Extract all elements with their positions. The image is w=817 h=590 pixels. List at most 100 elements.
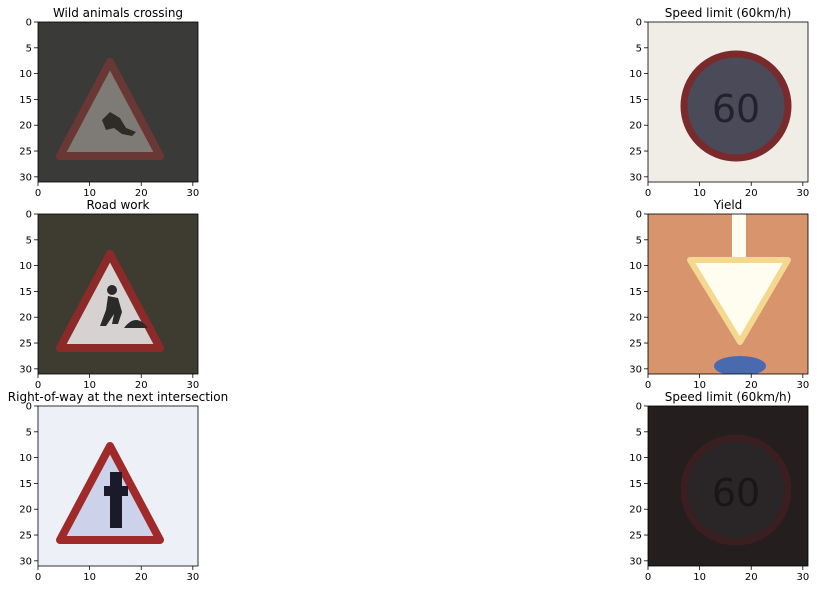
x-tick-label: 10	[693, 188, 706, 199]
subplot-title: Speed limit (60km/h)	[665, 6, 792, 20]
y-tick-label: 15	[629, 95, 642, 106]
subplot-title: Speed limit (60km/h)	[665, 390, 792, 404]
sign-image	[38, 22, 198, 182]
x-tick-label: 10	[693, 572, 706, 583]
y-tick-label: 0	[636, 18, 642, 29]
y-tick-label: 25	[629, 339, 642, 350]
axes-frame	[37, 405, 199, 567]
y-tick-label: 15	[19, 287, 32, 298]
y-tick-label: 25	[19, 339, 32, 350]
sign-image	[648, 214, 808, 374]
sign-image	[38, 214, 198, 374]
sign-image: 60	[648, 406, 808, 566]
y-tick-label: 5	[26, 235, 32, 246]
x-tick-label: 10	[83, 380, 96, 391]
blue-sign-fragment	[714, 356, 766, 374]
y-tick-label: 0	[636, 210, 642, 221]
y-tick-label: 0	[26, 402, 32, 413]
x-tick-label: 20	[745, 380, 758, 391]
y-tick-label: 10	[19, 261, 32, 272]
subplot-title: Wild animals crossing	[53, 6, 183, 20]
subplot-title: Road work	[87, 198, 150, 212]
cross-horizontal	[104, 486, 128, 496]
axes-frame	[37, 21, 199, 183]
x-tick-label: 30	[186, 380, 199, 391]
y-tick-label: 20	[629, 121, 642, 132]
y-tick-label: 20	[19, 121, 32, 132]
x-tick-label: 0	[35, 188, 41, 199]
y-tick-label: 25	[19, 147, 32, 158]
x-tick-label: 0	[645, 188, 651, 199]
axes-frame	[37, 213, 199, 375]
x-tick-label: 0	[645, 572, 651, 583]
axes-frame	[647, 405, 809, 567]
x-tick-label: 20	[745, 572, 758, 583]
x-tick-label: 0	[35, 380, 41, 391]
x-tick-label: 30	[186, 572, 199, 583]
y-tick-label: 30	[629, 364, 642, 375]
x-tick-label: 20	[135, 572, 148, 583]
worker-body	[100, 296, 122, 326]
deer-symbol	[102, 112, 136, 136]
x-tick-label: 10	[693, 380, 706, 391]
y-tick-label: 5	[636, 235, 642, 246]
x-tick-label: 10	[83, 572, 96, 583]
x-tick-label: 30	[796, 572, 809, 583]
x-tick-label: 0	[645, 380, 651, 391]
sign-image	[38, 406, 198, 566]
sign-post	[732, 214, 746, 260]
cross-vertical	[110, 472, 122, 528]
y-tick-label: 30	[19, 556, 32, 567]
axes-frame	[647, 21, 809, 183]
speed-digits: 60	[712, 471, 760, 515]
sign-yield	[687, 257, 791, 345]
x-tick-label: 0	[35, 572, 41, 583]
y-tick-label: 25	[629, 531, 642, 542]
x-tick-label: 30	[796, 380, 809, 391]
y-tick-label: 15	[19, 95, 32, 106]
y-tick-label: 30	[629, 172, 642, 183]
y-tick-label: 30	[629, 556, 642, 567]
y-tick-label: 10	[19, 69, 32, 80]
y-tick-label: 20	[19, 313, 32, 324]
y-tick-label: 30	[19, 172, 32, 183]
y-tick-label: 5	[636, 427, 642, 438]
sign-circle	[680, 50, 792, 162]
y-tick-label: 5	[26, 427, 32, 438]
speed-digits: 60	[712, 87, 760, 131]
axes-frame	[647, 213, 809, 375]
x-tick-label: 30	[796, 188, 809, 199]
x-tick-label: 30	[186, 188, 199, 199]
worker-head	[107, 285, 117, 295]
y-tick-label: 20	[629, 505, 642, 516]
x-tick-label: 20	[745, 188, 758, 199]
sign-image: 60	[648, 22, 808, 182]
y-tick-label: 0	[26, 18, 32, 29]
y-tick-label: 15	[629, 287, 642, 298]
x-tick-label: 10	[83, 188, 96, 199]
y-tick-label: 15	[629, 479, 642, 490]
y-tick-label: 0	[636, 402, 642, 413]
y-tick-label: 10	[629, 69, 642, 80]
y-tick-label: 10	[19, 453, 32, 464]
subplot-title: Right-of-way at the next intersection	[8, 390, 228, 404]
y-tick-label: 5	[636, 43, 642, 54]
y-tick-label: 15	[19, 479, 32, 490]
y-tick-label: 20	[629, 313, 642, 324]
y-tick-label: 5	[26, 43, 32, 54]
y-tick-label: 25	[629, 147, 642, 158]
y-tick-label: 0	[26, 210, 32, 221]
x-tick-label: 20	[135, 380, 148, 391]
x-tick-label: 20	[135, 188, 148, 199]
y-tick-label: 20	[19, 505, 32, 516]
y-tick-label: 10	[629, 453, 642, 464]
sand-pile	[124, 320, 148, 328]
y-tick-label: 25	[19, 531, 32, 542]
